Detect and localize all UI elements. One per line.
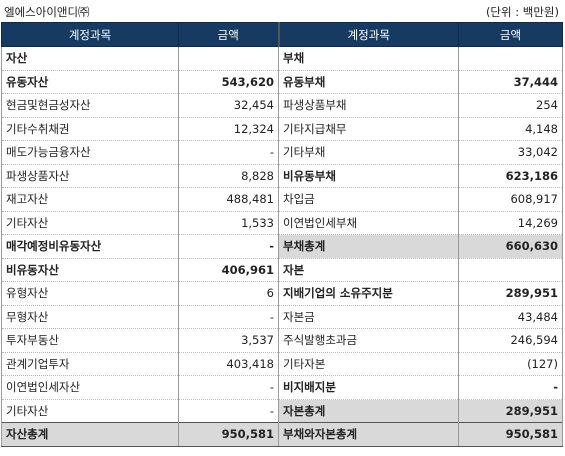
table-header-row: 계정과목 금액 계정과목 금액 — [1, 22, 563, 47]
left-amount-cell: - — [178, 234, 279, 259]
balance-sheet-table: 계정과목 금액 계정과목 금액 자산 부채 유동자산 543,620 유동부채 37,44… — [1, 22, 563, 447]
company-name: 엘에스아이앤디㈜ — [4, 5, 90, 19]
right-amount-cell: 254 — [458, 93, 563, 118]
total-liab-equity-value: 950,581 — [458, 422, 563, 447]
right-amount-cell: - — [458, 375, 563, 400]
left-account-cell: 유동자산 — [1, 69, 179, 94]
right-amount-cell: 660,630 — [458, 234, 563, 259]
table-row: 기타자산 - 자본총계 289,951 — [1, 398, 563, 423]
total-liab-equity-label: 부채와자본총계 — [278, 422, 459, 447]
left-account-cell: 비유동자산 — [1, 257, 179, 282]
table-row: 재고자산 488,481 차입금 608,917 — [1, 187, 563, 212]
table-row: 매도가능금융자산 - 기타부채 33,042 — [1, 140, 563, 165]
header-account-right: 계정과목 — [278, 22, 459, 47]
right-account-cell: 이연법인세부채 — [278, 210, 459, 235]
right-amount-cell — [458, 46, 563, 71]
left-amount-cell: - — [178, 375, 279, 400]
right-amount-cell: 37,444 — [458, 69, 563, 94]
table-row: 유형자산 6 지배기업의 소유주지분 289,951 — [1, 281, 563, 306]
left-account-cell: 기타자산 — [1, 398, 179, 423]
right-account-cell: 기타부채 — [278, 140, 459, 165]
left-amount-cell: - — [178, 140, 279, 165]
left-amount-cell: 488,481 — [178, 187, 279, 212]
right-account-cell: 자본금 — [278, 304, 459, 329]
right-amount-cell: 289,951 — [458, 281, 563, 306]
left-account-cell: 매각예정비유동자산 — [1, 234, 179, 259]
right-account-cell: 자본 — [278, 257, 459, 282]
left-amount-cell: 8,828 — [178, 163, 279, 188]
table-body: 자산 부채 유동자산 543,620 유동부채 37,444 현금및현금성자산 32,454 파… — [1, 46, 563, 423]
right-account-cell: 파생상품부채 — [278, 93, 459, 118]
right-amount-cell: 246,594 — [458, 328, 563, 353]
left-amount-cell: 543,620 — [178, 69, 279, 94]
table-row: 현금및현금성자산 32,454 파생상품부채 254 — [1, 93, 563, 118]
left-account-cell: 관계기업투자 — [1, 351, 179, 376]
right-amount-cell: 43,484 — [458, 304, 563, 329]
table-row: 자산 부채 — [1, 46, 563, 71]
right-account-cell: 비지배지분 — [278, 375, 459, 400]
right-account-cell: 차입금 — [278, 187, 459, 212]
right-amount-cell: 289,951 — [458, 398, 563, 423]
left-amount-cell: 12,324 — [178, 116, 279, 141]
total-assets-label: 자산총계 — [1, 422, 179, 447]
left-account-cell: 현금및현금성자산 — [1, 93, 179, 118]
left-amount-cell: 32,454 — [178, 93, 279, 118]
left-account-cell: 파생상품자산 — [1, 163, 179, 188]
left-amount-cell: 6 — [178, 281, 279, 306]
left-account-cell: 매도가능금융자산 — [1, 140, 179, 165]
left-amount-cell: - — [178, 398, 279, 423]
table-row: 비유동자산 406,961 자본 — [1, 257, 563, 282]
unit-label: (단위 : 백만원) — [485, 5, 559, 19]
table-row: 이연법인세자산 - 비지배지분 - — [1, 375, 563, 400]
right-amount-cell: 33,042 — [458, 140, 563, 165]
right-account-cell: 비유동부채 — [278, 163, 459, 188]
table-row: 투자부동산 3,537 주식발행초과금 246,594 — [1, 328, 563, 353]
left-amount-cell: - — [178, 304, 279, 329]
header-bar: 엘에스아이앤디㈜ (단위 : 백만원) — [0, 0, 565, 22]
right-account-cell: 기타지급채무 — [278, 116, 459, 141]
left-account-cell: 자산 — [1, 46, 179, 71]
right-amount-cell: (127) — [458, 351, 563, 376]
right-account-cell: 자본총계 — [278, 398, 459, 423]
right-account-cell: 지배기업의 소유주지분 — [278, 281, 459, 306]
table-row: 무형자산 - 자본금 43,484 — [1, 304, 563, 329]
right-amount-cell: 14,269 — [458, 210, 563, 235]
table-row: 기타자산 1,533 이연법인세부채 14,269 — [1, 210, 563, 235]
left-account-cell: 이연법인세자산 — [1, 375, 179, 400]
left-account-cell: 기타수취채권 — [1, 116, 179, 141]
header-amount-left: 금액 — [178, 22, 280, 47]
table-row: 파생상품자산 8,828 비유동부채 623,186 — [1, 163, 563, 188]
left-amount-cell: 403,418 — [178, 351, 279, 376]
right-amount-cell: 4,148 — [458, 116, 563, 141]
left-account-cell: 투자부동산 — [1, 328, 179, 353]
left-amount-cell — [178, 46, 279, 71]
left-amount-cell: 3,537 — [178, 328, 279, 353]
left-account-cell: 유형자산 — [1, 281, 179, 306]
left-account-cell: 기타자산 — [1, 210, 179, 235]
table-row: 유동자산 543,620 유동부채 37,444 — [1, 69, 563, 94]
right-account-cell: 부채총계 — [278, 234, 459, 259]
right-amount-cell: 608,917 — [458, 187, 563, 212]
left-amount-cell: 1,533 — [178, 210, 279, 235]
right-amount-cell: 623,186 — [458, 163, 563, 188]
left-amount-cell: 406,961 — [178, 257, 279, 282]
right-account-cell: 부채 — [278, 46, 459, 71]
right-account-cell: 기타자본 — [278, 351, 459, 376]
left-account-cell: 무형자산 — [1, 304, 179, 329]
header-amount-right: 금액 — [458, 22, 563, 47]
right-amount-cell — [458, 257, 563, 282]
table-row: 관계기업투자 403,418 기타자본 (127) — [1, 351, 563, 376]
right-account-cell: 주식발행초과금 — [278, 328, 459, 353]
header-account-left: 계정과목 — [1, 22, 179, 47]
table-row: 매각예정비유동자산 - 부채총계 660,630 — [1, 234, 563, 259]
right-account-cell: 유동부채 — [278, 69, 459, 94]
total-assets-value: 950,581 — [178, 422, 279, 447]
total-row: 자산총계 950,581 부채와자본총계 950,581 — [1, 422, 563, 447]
left-account-cell: 재고자산 — [1, 187, 179, 212]
table-row: 기타수취채권 12,324 기타지급채무 4,148 — [1, 116, 563, 141]
